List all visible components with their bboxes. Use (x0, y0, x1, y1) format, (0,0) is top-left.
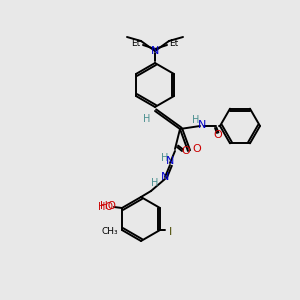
Text: N: N (161, 172, 169, 182)
Text: O: O (182, 146, 190, 156)
Text: H: H (151, 178, 159, 188)
Text: I: I (168, 227, 172, 237)
Text: H: H (161, 153, 169, 163)
Text: HO: HO (98, 202, 113, 212)
Text: Et: Et (131, 38, 141, 47)
Text: N: N (166, 156, 174, 166)
Text: N: N (198, 120, 206, 130)
Text: Et: Et (169, 38, 178, 47)
Text: H: H (192, 115, 200, 125)
Text: CH₃: CH₃ (102, 227, 118, 236)
Text: O: O (193, 144, 201, 154)
Text: H: H (143, 114, 151, 124)
Text: N: N (151, 46, 159, 56)
Text: HO: HO (100, 201, 116, 211)
Text: O: O (214, 130, 222, 140)
